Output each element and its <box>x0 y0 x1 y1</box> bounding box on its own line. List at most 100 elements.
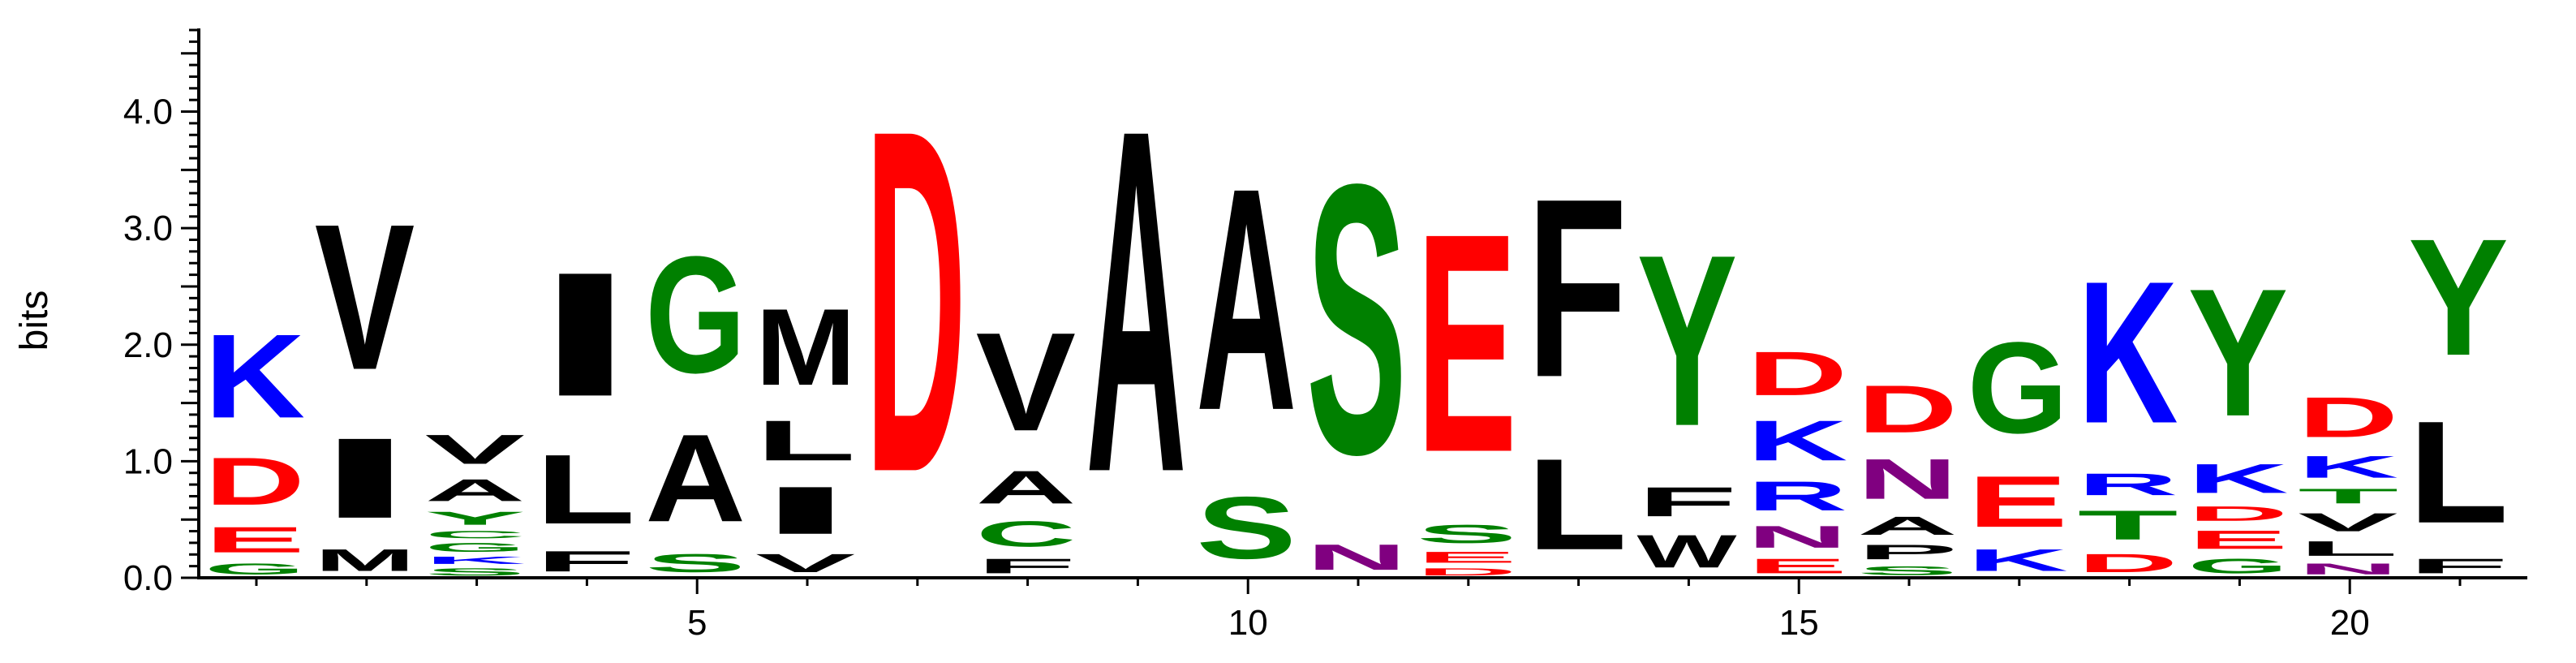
logo-letter-N: N <box>2298 560 2398 578</box>
logo-letter-G: G <box>2187 554 2288 578</box>
y-tick-label: 4.0 <box>123 93 173 132</box>
y-tick-label: 3.0 <box>123 209 173 248</box>
logo-letter-S: S <box>1857 564 1958 578</box>
logo-letter-V: V <box>2298 508 2398 537</box>
logo-letter-V: V <box>976 304 1076 460</box>
logo-letter-S: S <box>425 566 526 578</box>
logo-letter-N: N <box>1747 519 1847 554</box>
logo-letter-D: D <box>1857 371 1958 446</box>
x-tick-label: 15 <box>1779 603 1819 643</box>
logo-letter-D: D <box>2078 549 2178 578</box>
logo-letter-L: L <box>535 434 635 545</box>
logo-letter-T: T <box>2298 484 2398 508</box>
logo-column-5: SAG <box>645 222 746 578</box>
logo-letter-M: M <box>315 543 415 578</box>
logo-letter-I: I <box>315 415 415 542</box>
logo-letter-Y: Y <box>1636 204 1737 478</box>
logo-letter-Y: Y <box>2408 205 2509 390</box>
logo-letter-Y: Y <box>2187 250 2288 454</box>
logo-letter-V: V <box>755 549 855 578</box>
logo-letter-N: N <box>1306 536 1407 577</box>
logo-letter-A: A <box>976 462 1077 514</box>
logo-letter-G: G <box>425 540 526 554</box>
logo-letter-S: S <box>645 549 746 578</box>
logo-letter-P: P <box>1857 540 1958 564</box>
logo-letter-E: E <box>1747 554 1847 578</box>
logo-letter-A: A <box>425 473 526 508</box>
logo-letter-D: D <box>2298 385 2398 450</box>
logo-letter-C: C <box>976 514 1077 554</box>
logo-letter-M: M <box>755 287 856 409</box>
logo-letter-S: S <box>1196 479 1297 578</box>
logo-letter-E: E <box>1417 549 1517 566</box>
logo-letter-Y: Y <box>425 508 526 529</box>
x-tick-label: 20 <box>2330 603 2370 643</box>
y-tick-label: 0.0 <box>123 558 173 598</box>
logo-letter-D: D <box>1417 566 1517 578</box>
logo-letter-C: C <box>425 529 526 540</box>
x-axis: 5 10 15 20 <box>199 576 2527 643</box>
logo-column-17: KEG <box>1967 315 2068 578</box>
y-tick-label: 2.0 <box>123 325 173 365</box>
logo-letter-D: D <box>2187 502 2288 526</box>
logo-letter-T: T <box>2078 502 2178 549</box>
logo-letter-G: G <box>1967 315 2068 461</box>
logo-letter-K: K <box>1747 408 1847 472</box>
logo-letter-K: K <box>425 554 526 566</box>
logo-column-11: NS <box>1306 105 1407 577</box>
logo-column-10: SA <box>1196 123 1297 578</box>
logo-letter-K: K <box>204 309 305 443</box>
x-tick-label: 5 <box>687 603 707 643</box>
logo-letter-E: E <box>1417 170 1517 518</box>
logo-letter-F: F <box>1527 147 1628 431</box>
logo-letter-D: D <box>204 444 305 519</box>
logo-letter-I: I <box>535 236 635 433</box>
logo-letter-K: K <box>2298 450 2398 484</box>
logo-letter-K: K <box>2078 240 2178 467</box>
logo-letter-L: L <box>755 409 856 473</box>
y-axis: 0.0 1.0 2.0 3.0 4.0 <box>123 28 200 598</box>
logo-column-9: A <box>1086 28 1186 574</box>
logo-column-21: FLY <box>2408 205 2509 578</box>
logo-letter-V: V <box>315 182 415 414</box>
logo-letter-E: E <box>1967 461 2068 542</box>
logo-letter-F: F <box>1636 479 1737 525</box>
logo-letter-A: A <box>1196 123 1297 477</box>
logo-column-13: LF <box>1527 147 1628 577</box>
y-axis-title: bits <box>13 291 56 351</box>
logo-letter-N: N <box>1857 447 1958 511</box>
y-tick-label: 1.0 <box>123 441 173 481</box>
logo-letter-L: L <box>1527 431 1628 577</box>
logo-letter-E: E <box>2187 525 2288 554</box>
logo-letter-D: D <box>1747 339 1847 409</box>
logo-letter-G: G <box>645 222 746 407</box>
logo-letter-L: L <box>2298 537 2398 561</box>
logo-letter-K: K <box>2187 455 2288 502</box>
logo-letter-F: F <box>2408 554 2509 578</box>
logo-column-7: D <box>866 28 966 574</box>
logo-letter-A: A <box>645 408 746 549</box>
logo-letter-V: V <box>425 426 525 472</box>
logo-letter-F: F <box>535 545 635 578</box>
logo-letter-R: R <box>2078 467 2178 502</box>
logo-letter-R: R <box>1747 472 1847 519</box>
logo-letter-S: S <box>1306 105 1407 534</box>
logo-letter-W: W <box>1636 526 1737 578</box>
logo-letter-G: G <box>204 560 305 578</box>
logo-letter-K: K <box>1967 543 2068 578</box>
logo-letter-A: A <box>1086 28 1186 574</box>
logo-letter-F: F <box>976 554 1077 578</box>
x-tick-label: 10 <box>1228 603 1268 643</box>
logo-column-14: WFY <box>1636 204 1737 578</box>
logo-letter-L: L <box>2408 391 2509 554</box>
logo-letter-E: E <box>204 519 305 560</box>
